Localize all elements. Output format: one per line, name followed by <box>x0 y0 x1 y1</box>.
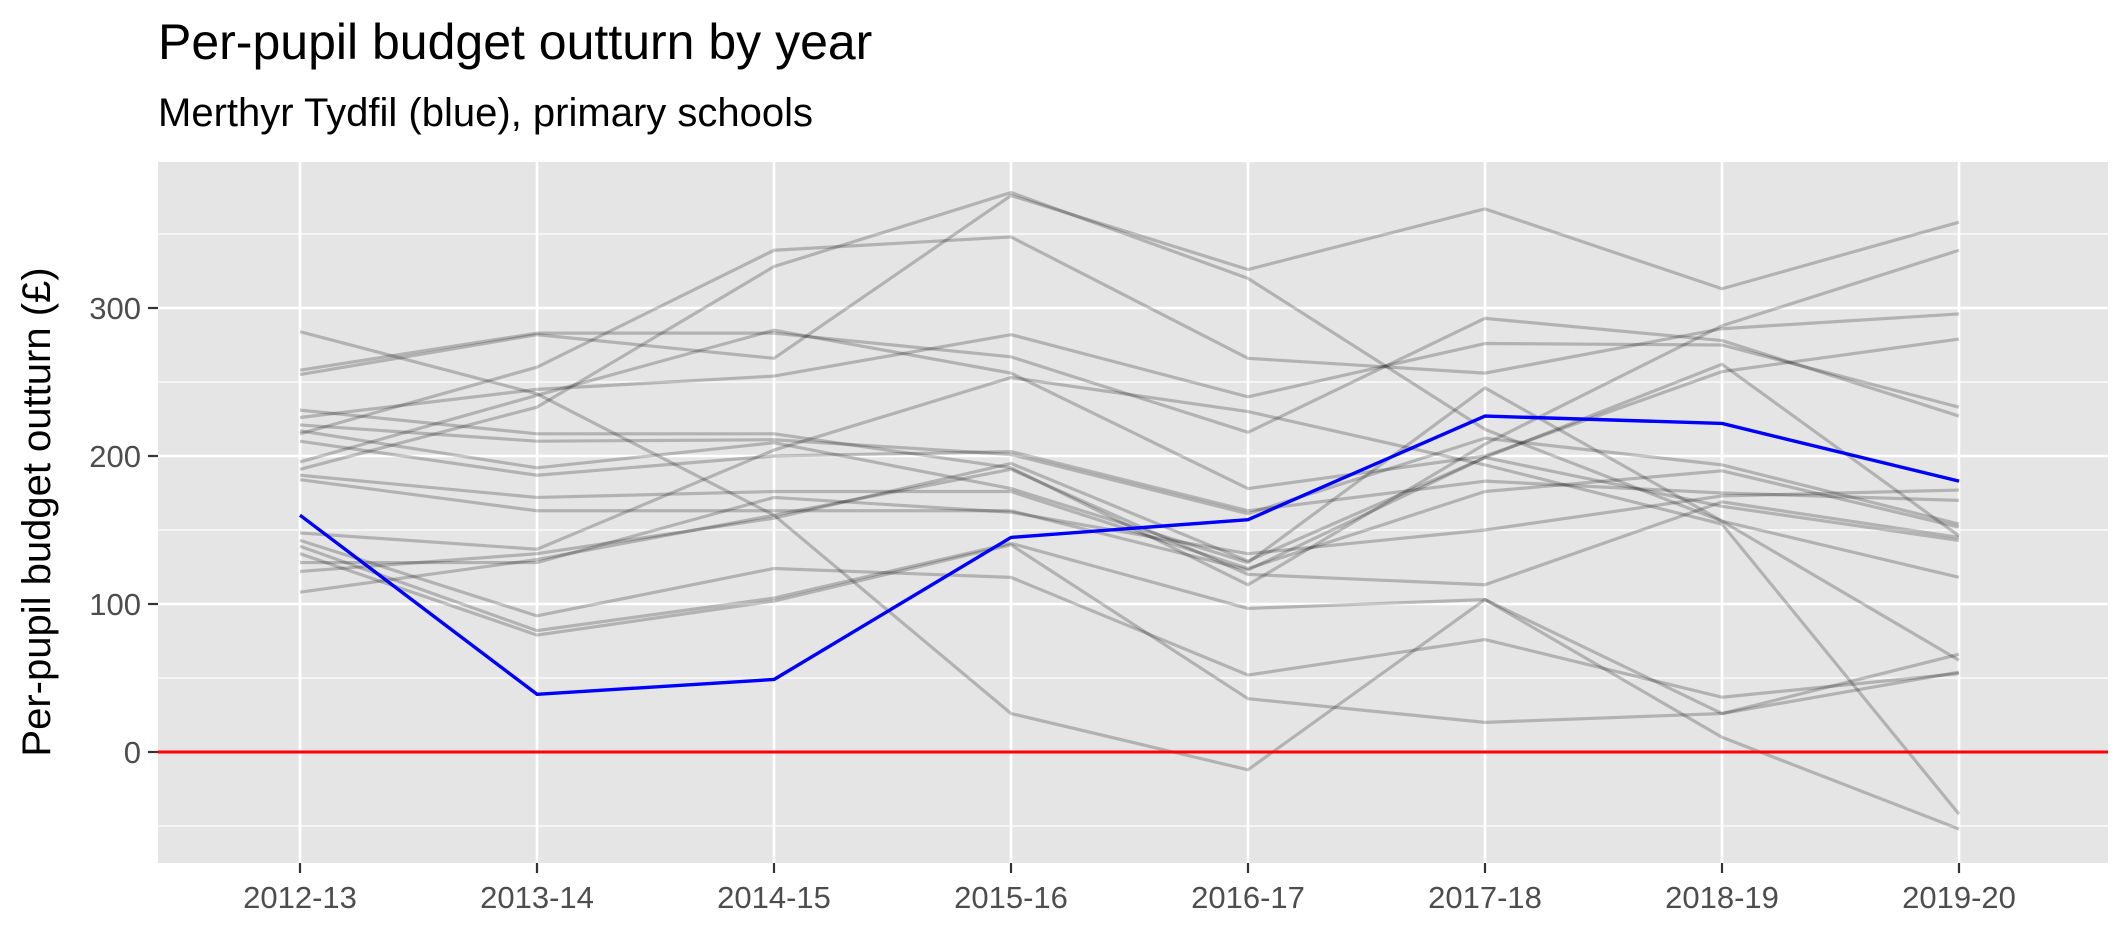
x-tick-label: 2013-14 <box>480 880 594 915</box>
chart-title: Per-pupil budget outturn by year <box>158 14 872 70</box>
x-tick-label: 2015-16 <box>954 880 1068 915</box>
other-authority-lines <box>299 190 1961 831</box>
plot-panel <box>158 162 2108 863</box>
series-line <box>299 467 1960 594</box>
series-line <box>299 190 1960 579</box>
series-line <box>299 439 1960 513</box>
x-tick-label: 2016-17 <box>1191 880 1305 915</box>
highlight-series-line <box>298 414 1960 696</box>
series-line <box>300 488 1960 565</box>
series-line <box>299 328 1960 491</box>
x-tick-label: 2017-18 <box>1428 880 1542 915</box>
series-line <box>299 455 1960 572</box>
x-tick-label: 2012-13 <box>243 880 357 915</box>
series-line <box>299 541 1960 831</box>
series-line <box>299 316 1960 434</box>
series-line <box>299 193 1960 377</box>
series-line <box>299 538 1960 699</box>
y-tick-label: 200 <box>89 439 141 474</box>
y-tick-label: 0 <box>124 735 141 770</box>
y-axis-label: Per-pupil budget outturn (£) <box>15 267 59 756</box>
x-axis: 2012-13 2013-14 2014-15 2015-16 2016-17 2017-… <box>243 863 2016 915</box>
series-line <box>299 362 1960 574</box>
y-axis: 0 100 200 300 <box>89 291 158 770</box>
y-tick-label: 300 <box>89 291 141 326</box>
chart-subtitle: Merthyr Tydfil (blue), primary schools <box>158 91 813 135</box>
series-line <box>299 543 1960 725</box>
x-tick-label: 2019-20 <box>1902 880 2016 915</box>
x-tick-label: 2018-19 <box>1665 880 1779 915</box>
series-line <box>299 248 1960 587</box>
series-line <box>299 330 1960 772</box>
minor-gridlines <box>158 233 2108 827</box>
series-line <box>299 235 1960 436</box>
series-line <box>299 386 1960 662</box>
x-tick-label: 2014-15 <box>717 880 831 915</box>
y-tick-label: 100 <box>89 587 141 622</box>
series-line <box>299 333 1960 420</box>
highlight-line-group <box>298 414 1960 696</box>
series-line <box>299 423 1960 526</box>
series-line <box>299 375 1961 816</box>
